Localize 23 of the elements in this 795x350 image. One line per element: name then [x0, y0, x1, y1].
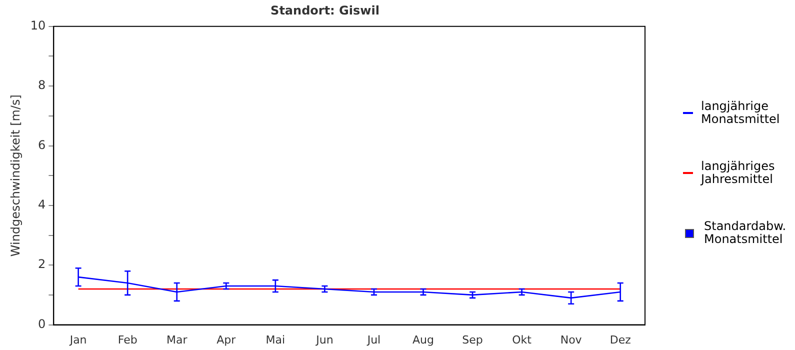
y-tick-label: 6 [38, 138, 46, 152]
x-tick-label: Nov [560, 333, 582, 346]
x-tick-label: Sep [462, 333, 483, 346]
x-tick-label: Jan [68, 333, 87, 346]
x-tick-label: Okt [512, 333, 532, 346]
x-tick-label: Mai [266, 333, 286, 346]
x-tick-label: Aug [412, 333, 434, 346]
x-tick-label: Dez [610, 333, 632, 346]
y-tick-label: 8 [38, 78, 46, 92]
y-tick-label: 4 [38, 198, 46, 212]
chart-title: Standort: Giswil [270, 3, 380, 18]
y-tick-label: 10 [30, 18, 46, 33]
x-tick-label: Jul [366, 333, 381, 346]
x-tick-label: Feb [118, 333, 138, 346]
legend-label: langjähriges Jahresmittel [701, 159, 776, 186]
x-tick-label: Apr [216, 333, 236, 346]
text: Standardabw. Monatsmittel [704, 219, 788, 246]
x-tick-label: Jun [315, 333, 334, 346]
y-axis-title: Windgeschwindigkeit [m/s] [8, 94, 22, 257]
legend-label: langjährige Monatsmittel [701, 99, 781, 126]
y-tick-label: 2 [38, 257, 46, 272]
x-tick-label: Mar [166, 333, 188, 346]
y-tick-label: 0 [38, 316, 46, 331]
